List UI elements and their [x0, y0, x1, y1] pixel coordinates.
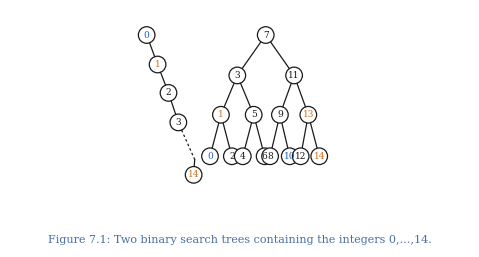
Circle shape	[256, 148, 273, 164]
Circle shape	[282, 148, 298, 164]
Circle shape	[160, 85, 177, 101]
Text: 3: 3	[235, 71, 240, 80]
Circle shape	[149, 56, 166, 73]
Circle shape	[229, 67, 246, 84]
Text: 2: 2	[229, 152, 235, 161]
Text: 11: 11	[288, 71, 300, 80]
Circle shape	[311, 148, 328, 164]
Text: Figure 7.1: Two binary search trees containing the integers 0,…,14.: Figure 7.1: Two binary search trees cont…	[47, 235, 432, 245]
Text: 1: 1	[155, 60, 160, 69]
Circle shape	[213, 106, 229, 123]
Text: 14: 14	[313, 152, 325, 161]
Text: 7: 7	[263, 31, 269, 40]
Circle shape	[235, 148, 251, 164]
Text: 2: 2	[166, 88, 171, 97]
Circle shape	[286, 67, 302, 84]
Circle shape	[202, 148, 218, 164]
Text: 0: 0	[207, 152, 213, 161]
Circle shape	[224, 148, 240, 164]
Text: 5: 5	[251, 110, 257, 119]
Text: 3: 3	[175, 118, 181, 127]
Circle shape	[262, 148, 278, 164]
Circle shape	[292, 148, 309, 164]
Text: 10: 10	[284, 152, 296, 161]
Circle shape	[138, 27, 155, 43]
Text: 1: 1	[218, 110, 224, 119]
Circle shape	[170, 114, 187, 131]
Text: 0: 0	[144, 31, 149, 40]
Circle shape	[257, 27, 274, 43]
Circle shape	[300, 106, 317, 123]
Text: 12: 12	[295, 152, 307, 161]
Text: 13: 13	[303, 110, 314, 119]
Circle shape	[185, 167, 202, 183]
Circle shape	[245, 106, 262, 123]
Text: 4: 4	[240, 152, 246, 161]
Circle shape	[272, 106, 288, 123]
Text: 6: 6	[262, 152, 267, 161]
Text: 9: 9	[277, 110, 283, 119]
Text: 14: 14	[188, 170, 199, 179]
Text: 8: 8	[267, 152, 273, 161]
